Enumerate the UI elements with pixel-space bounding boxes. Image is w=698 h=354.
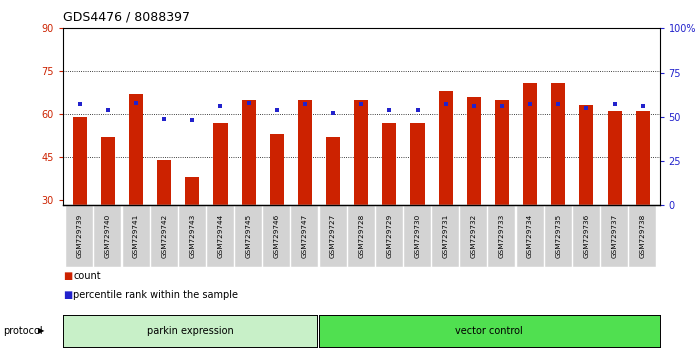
- Text: GSM729740: GSM729740: [105, 214, 111, 258]
- Text: GSM729746: GSM729746: [274, 214, 280, 258]
- Point: [355, 102, 366, 107]
- Text: GSM729732: GSM729732: [471, 214, 477, 258]
- Text: count: count: [73, 271, 101, 281]
- Text: GSM729735: GSM729735: [556, 214, 561, 258]
- Text: GSM729729: GSM729729: [387, 214, 392, 258]
- Text: GSM729736: GSM729736: [584, 214, 589, 258]
- Bar: [185, 177, 200, 205]
- Point: [524, 102, 535, 107]
- Bar: [523, 82, 537, 205]
- Point: [131, 100, 142, 105]
- Bar: [467, 97, 481, 205]
- Bar: [354, 100, 369, 205]
- Text: GSM729727: GSM729727: [330, 214, 336, 258]
- Point: [384, 107, 395, 113]
- Point: [468, 103, 480, 109]
- Bar: [73, 117, 87, 205]
- Bar: [495, 100, 509, 205]
- Text: GSM729739: GSM729739: [77, 214, 82, 258]
- Point: [215, 103, 226, 109]
- Text: GSM729737: GSM729737: [611, 214, 618, 258]
- Point: [440, 102, 451, 107]
- Point: [327, 110, 339, 116]
- Text: GSM729738: GSM729738: [640, 214, 646, 258]
- Point: [609, 102, 620, 107]
- Text: GSM729747: GSM729747: [302, 214, 308, 258]
- Text: ■: ■: [63, 271, 72, 281]
- Point: [243, 100, 254, 105]
- Text: GSM729745: GSM729745: [246, 214, 251, 258]
- Text: ■: ■: [63, 290, 72, 300]
- Text: GDS4476 / 8088397: GDS4476 / 8088397: [63, 11, 190, 24]
- Bar: [326, 137, 340, 205]
- Text: protocol: protocol: [3, 326, 43, 336]
- Text: GSM729743: GSM729743: [189, 214, 195, 258]
- Point: [553, 102, 564, 107]
- Bar: [242, 100, 255, 205]
- Point: [299, 102, 311, 107]
- Point: [103, 107, 114, 113]
- Point: [637, 103, 648, 109]
- Bar: [157, 160, 171, 205]
- Point: [187, 118, 198, 123]
- Text: ▶: ▶: [38, 326, 44, 336]
- Text: GSM729733: GSM729733: [499, 214, 505, 258]
- Text: GSM729742: GSM729742: [161, 214, 167, 258]
- Bar: [101, 137, 115, 205]
- Text: GSM729730: GSM729730: [415, 214, 420, 258]
- Point: [158, 116, 170, 121]
- Bar: [383, 122, 396, 205]
- Bar: [551, 82, 565, 205]
- Text: GSM729734: GSM729734: [527, 214, 533, 258]
- Bar: [129, 94, 143, 205]
- Bar: [298, 100, 312, 205]
- Text: percentile rank within the sample: percentile rank within the sample: [73, 290, 238, 300]
- Text: GSM729731: GSM729731: [443, 214, 449, 258]
- Text: vector control: vector control: [455, 326, 523, 336]
- Bar: [636, 111, 650, 205]
- Bar: [269, 134, 284, 205]
- Bar: [410, 122, 424, 205]
- Point: [74, 102, 85, 107]
- Bar: [579, 105, 593, 205]
- Text: parkin expression: parkin expression: [147, 326, 233, 336]
- Point: [272, 107, 283, 113]
- Bar: [214, 122, 228, 205]
- Bar: [607, 111, 622, 205]
- Text: GSM729744: GSM729744: [218, 214, 223, 258]
- Point: [581, 105, 592, 111]
- Text: GSM729728: GSM729728: [358, 214, 364, 258]
- Point: [496, 103, 507, 109]
- Bar: [438, 91, 453, 205]
- Point: [412, 107, 423, 113]
- Text: GSM729741: GSM729741: [133, 214, 139, 258]
